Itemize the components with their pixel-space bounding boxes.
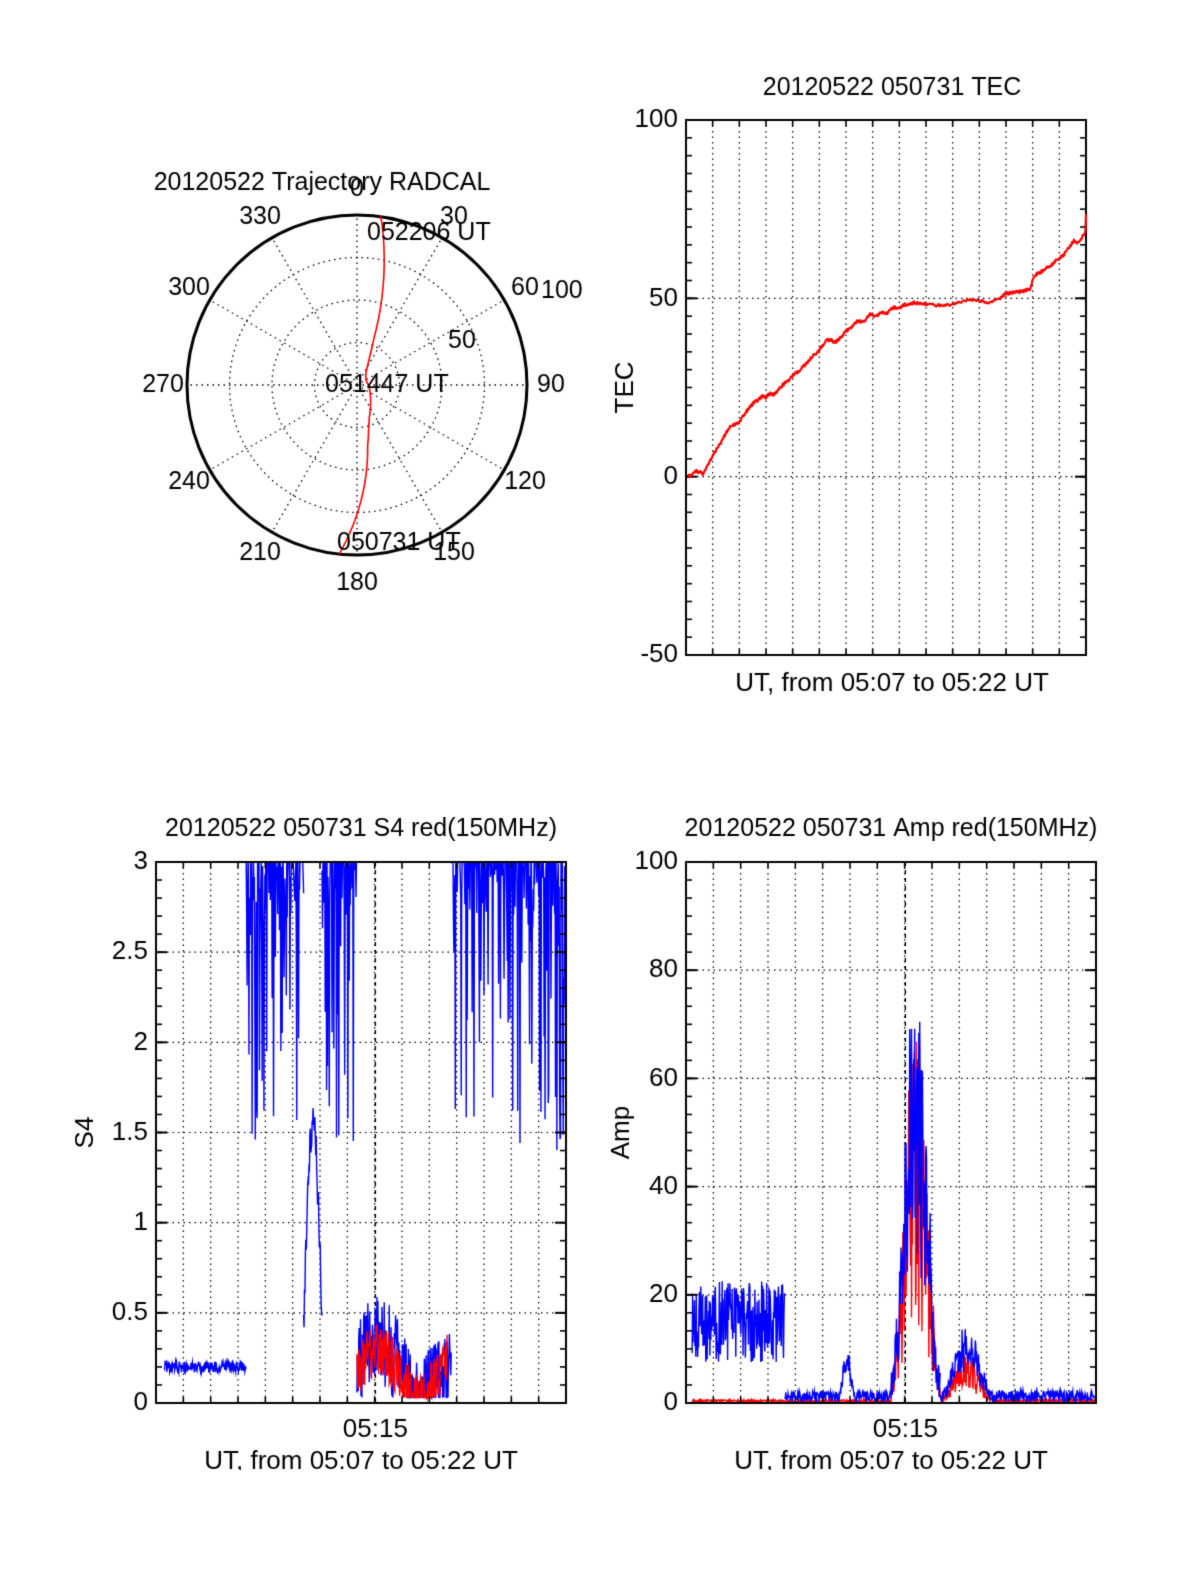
trajectory-canvas (60, 140, 620, 610)
s4-canvas (60, 800, 620, 1470)
s4-time-series-plot (60, 800, 620, 1470)
tec-time-series-plot (600, 60, 1140, 700)
amp-time-series-plot (600, 800, 1160, 1470)
amp-canvas (600, 800, 1160, 1470)
tec-canvas (600, 60, 1140, 700)
trajectory-polar-plot (60, 140, 620, 610)
